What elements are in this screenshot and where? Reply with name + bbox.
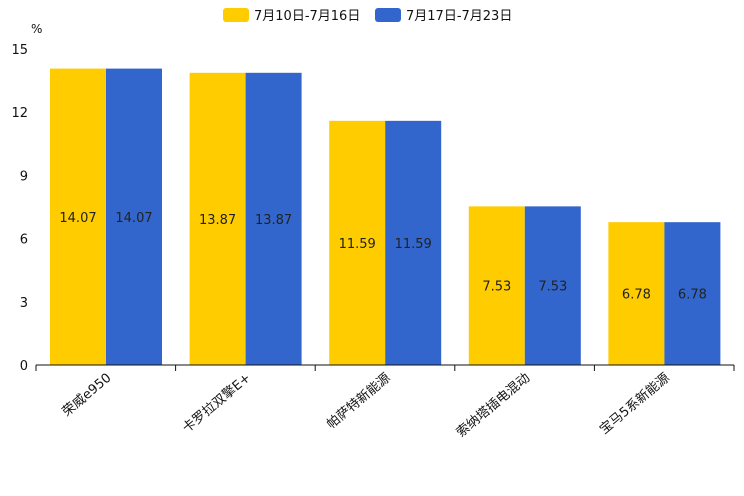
value-label-series-1-2: 13.87 (199, 213, 236, 228)
legend-label-series-1: 7月10日-7月16日 (254, 9, 360, 24)
legend: 7月10日-7月16日 7月17日-7月23日 (223, 8, 512, 24)
bar-series-2-4 (524, 206, 581, 365)
y-tick-label: 9 (20, 169, 28, 184)
value-labels-group: 14.07 13.87 11.59 7.53 6.78 14.07 13.87 11.59 7.… (59, 211, 706, 303)
bar-series-2-1 (106, 68, 162, 365)
bar-series-2-2 (245, 72, 302, 366)
value-label-series-2-3: 11.59 (395, 237, 432, 252)
x-axis: 荣威e950 卡罗拉双擎E+ 帕萨特新能源 索纳塔插电混动 宝马5系新能源 (35, 364, 735, 441)
value-label-series-1-4: 7.53 (482, 280, 511, 295)
bars-group (50, 68, 721, 366)
value-label-series-1-3: 11.59 (339, 237, 376, 252)
value-label-series-1-5: 6.78 (622, 288, 651, 303)
y-tick-label: 6 (20, 233, 28, 248)
x-category-label: 卡罗拉双擎E+ (180, 371, 254, 437)
y-tick-label: 15 (11, 43, 28, 58)
bar-series-1-2 (189, 72, 246, 366)
bar-series-1-5 (608, 222, 665, 365)
y-tick-label: 0 (20, 359, 28, 374)
value-label-series-1-1: 14.07 (59, 211, 96, 226)
bar-series-2-3 (385, 120, 442, 365)
x-category-label: 帕萨特新能源 (324, 370, 394, 432)
y-axis: 0 3 6 9 12 15 (11, 43, 28, 374)
y-tick-label: 3 (20, 296, 28, 311)
value-label-series-2-1: 14.07 (115, 211, 152, 226)
y-axis-unit-label: % (31, 22, 42, 36)
bar-series-1-4 (468, 206, 525, 365)
bar-series-1-3 (329, 120, 386, 365)
value-label-series-2-4: 7.53 (538, 280, 567, 295)
value-label-series-2-2: 13.87 (255, 213, 292, 228)
value-label-series-2-5: 6.78 (678, 288, 707, 303)
bar-series-1-1 (50, 68, 106, 365)
x-category-label: 索纳塔插电混动 (454, 371, 533, 441)
y-tick-label: 12 (11, 106, 28, 121)
x-category-label: 宝马5系新能源 (596, 370, 672, 438)
legend-swatch-series-2 (375, 8, 401, 22)
legend-swatch-series-1 (223, 8, 249, 22)
legend-label-series-2: 7月17日-7月23日 (406, 9, 512, 24)
bar-series-2-5 (664, 222, 721, 365)
x-category-label: 荣威e950 (60, 371, 115, 420)
